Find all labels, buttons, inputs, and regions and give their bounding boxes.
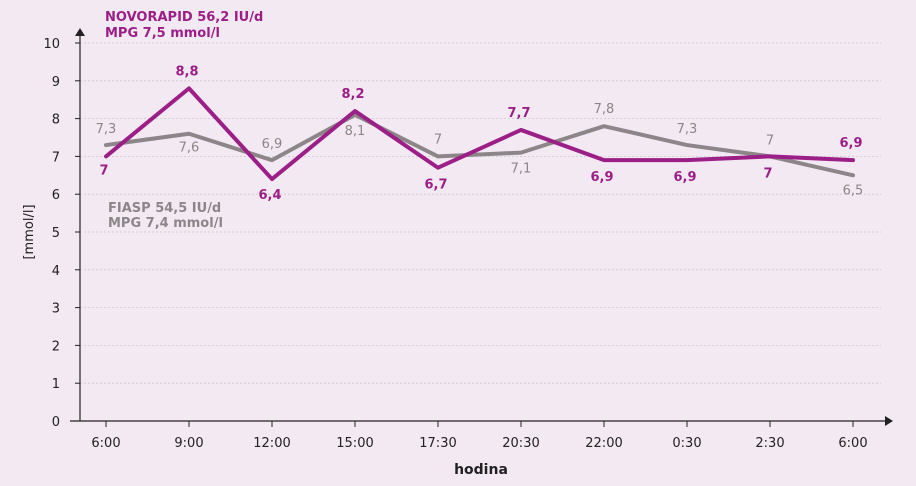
data-label-fiasp: 7,6 xyxy=(179,141,200,156)
legend-novorapid-line2: MPG 7,5 mmol/l xyxy=(105,26,220,41)
x-tick-label: 20:30 xyxy=(502,436,539,451)
data-label-novorapid: 6,4 xyxy=(258,188,281,203)
y-tick-label: 3 xyxy=(52,302,60,317)
y-tick-label: 1 xyxy=(52,377,60,392)
data-label-novorapid: 7 xyxy=(763,166,772,181)
x-tick-label: 22:00 xyxy=(585,436,622,451)
series-line-novorapid xyxy=(104,86,855,182)
legend-novorapid-line1: NOVORAPID 56,2 IU/d xyxy=(105,10,263,25)
x-tick-label: 6:00 xyxy=(91,436,120,451)
data-label-novorapid: 6,9 xyxy=(590,170,613,185)
y-tick-label: 8 xyxy=(52,113,60,128)
data-label-novorapid: 8,2 xyxy=(341,87,364,102)
data-label-novorapid: 6,9 xyxy=(673,170,696,185)
y-tick-label: 5 xyxy=(52,226,60,241)
y-tick-label: 7 xyxy=(52,150,60,165)
data-label-novorapid: 6,9 xyxy=(839,136,862,151)
y-tick-label: 4 xyxy=(52,264,60,279)
data-label-fiasp: 7,3 xyxy=(96,122,117,137)
data-label-novorapid: 8,8 xyxy=(175,64,198,79)
y-axis-arrow-icon xyxy=(75,28,85,36)
x-axis-title: hodina xyxy=(454,462,508,478)
axes xyxy=(70,28,893,427)
data-label-novorapid: 7,7 xyxy=(507,106,530,121)
y-tick-label: 2 xyxy=(52,339,60,354)
data-label-fiasp: 7,3 xyxy=(677,122,698,137)
x-tick-label: 6:00 xyxy=(838,436,867,451)
x-tick-label: 9:00 xyxy=(174,436,203,451)
y-tick-label: 10 xyxy=(43,37,60,52)
data-label-novorapid: 7 xyxy=(99,163,108,178)
x-tick-label: 17:30 xyxy=(419,436,456,451)
x-tick-label: 0:30 xyxy=(672,436,701,451)
y-tick-label: 6 xyxy=(52,188,60,203)
data-label-fiasp: 7,8 xyxy=(594,102,615,117)
legend-fiasp-line1: FIASP 54,5 IU/d xyxy=(108,201,221,216)
x-tick-label: 12:00 xyxy=(253,436,290,451)
data-label-fiasp: 7 xyxy=(766,133,774,148)
series-lines xyxy=(104,86,855,182)
x-tick-labels: 6:00 9:00 12:00 15:00 17:30 20:30 22:00 0:30 2:3… xyxy=(91,436,867,451)
y-tick-labels: 0 1 2 3 4 5 6 7 8 9 10 xyxy=(43,37,60,430)
data-label-fiasp: 8,1 xyxy=(345,124,366,139)
data-label-fiasp: 7 xyxy=(434,132,442,147)
x-tick-label: 2:30 xyxy=(755,436,784,451)
y-axis-title: [mmol/l] xyxy=(22,204,37,259)
data-label-fiasp: 7,1 xyxy=(511,162,532,177)
y-tick-label: 9 xyxy=(52,75,60,90)
data-label-fiasp: 6,5 xyxy=(843,183,864,198)
data-labels: 7 8,8 6,4 8,2 6,7 7,7 6,9 6,9 7 6,9 7,3 7,6 6,9 8,1 7 7… xyxy=(96,64,864,203)
series-line-fiasp xyxy=(104,112,855,178)
data-label-fiasp: 6,9 xyxy=(262,137,283,152)
data-label-novorapid: 6,7 xyxy=(424,178,447,193)
x-axis-arrow-icon xyxy=(885,416,893,426)
legend-fiasp-line2: MPG 7,4 mmol/l xyxy=(108,216,223,231)
x-tick-label: 15:00 xyxy=(336,436,373,451)
y-tick-label: 0 xyxy=(52,415,60,430)
